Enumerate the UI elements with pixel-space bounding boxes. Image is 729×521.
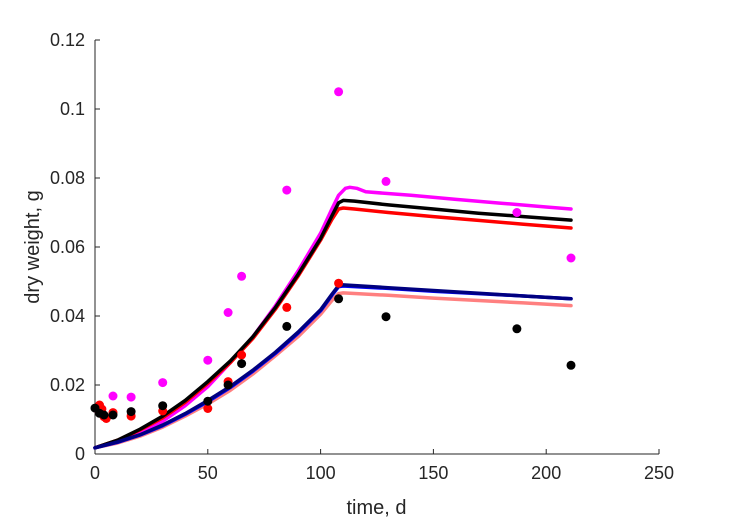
x-tick-label: 150 [418,463,448,483]
axes: 0 50 100 150 200 250 0 0.02 0.04 0.06 0.08 0.1 0.12 [50,30,674,483]
x-tick-label: 250 [644,463,674,483]
x-axis-label: time, d [346,497,406,519]
data-points [90,87,576,423]
y-tick-label: 0.08 [50,168,85,188]
data-point-series-1 [381,176,391,186]
data-point-series-1 [334,87,344,97]
data-point-series-1 [203,355,213,365]
data-point-series-1 [512,208,522,217]
series-lines [93,185,573,450]
data-point-series-2 [282,302,292,312]
x-tick-label: 100 [306,463,336,483]
model-line-3 [93,198,573,450]
data-point-series-3 [512,324,522,334]
data-point-series-1 [237,271,247,281]
data-point-series-3 [282,321,292,331]
data-point-series-3 [126,407,136,417]
data-point-series-1 [126,392,136,402]
y-tick-label: 0.06 [50,237,85,257]
x-tick-label: 50 [198,463,218,483]
data-point-series-1 [282,185,292,195]
data-point-series-1 [566,253,576,263]
y-tick-label: 0.02 [50,375,85,395]
y-tick-label: 0.1 [60,99,85,119]
data-point-series-3 [108,410,118,420]
model-line-6 [93,283,573,450]
data-point-series-3 [203,396,213,406]
y-tick-label: 0.12 [50,30,85,50]
data-point-series-1 [223,308,233,317]
data-point-series-3 [158,401,168,411]
data-point-series-1 [158,378,168,388]
data-point-series-2 [237,350,247,360]
data-point-series-3 [237,359,247,369]
data-point-series-2 [203,404,213,413]
data-point-series-3 [223,380,233,390]
x-tick-label: 0 [90,463,100,483]
y-tick-label: 0 [75,444,85,464]
y-tick-label: 0.04 [50,306,85,326]
data-point-series-3 [99,410,109,420]
data-point-series-1 [108,391,118,401]
data-point-series-2 [334,278,344,288]
x-tick-label: 200 [531,463,561,483]
data-point-series-3 [566,360,576,370]
data-point-series-3 [381,312,391,322]
data-point-series-3 [334,294,344,304]
model-line-1 [93,185,573,450]
y-axis-label: dry weight, g [22,190,44,303]
